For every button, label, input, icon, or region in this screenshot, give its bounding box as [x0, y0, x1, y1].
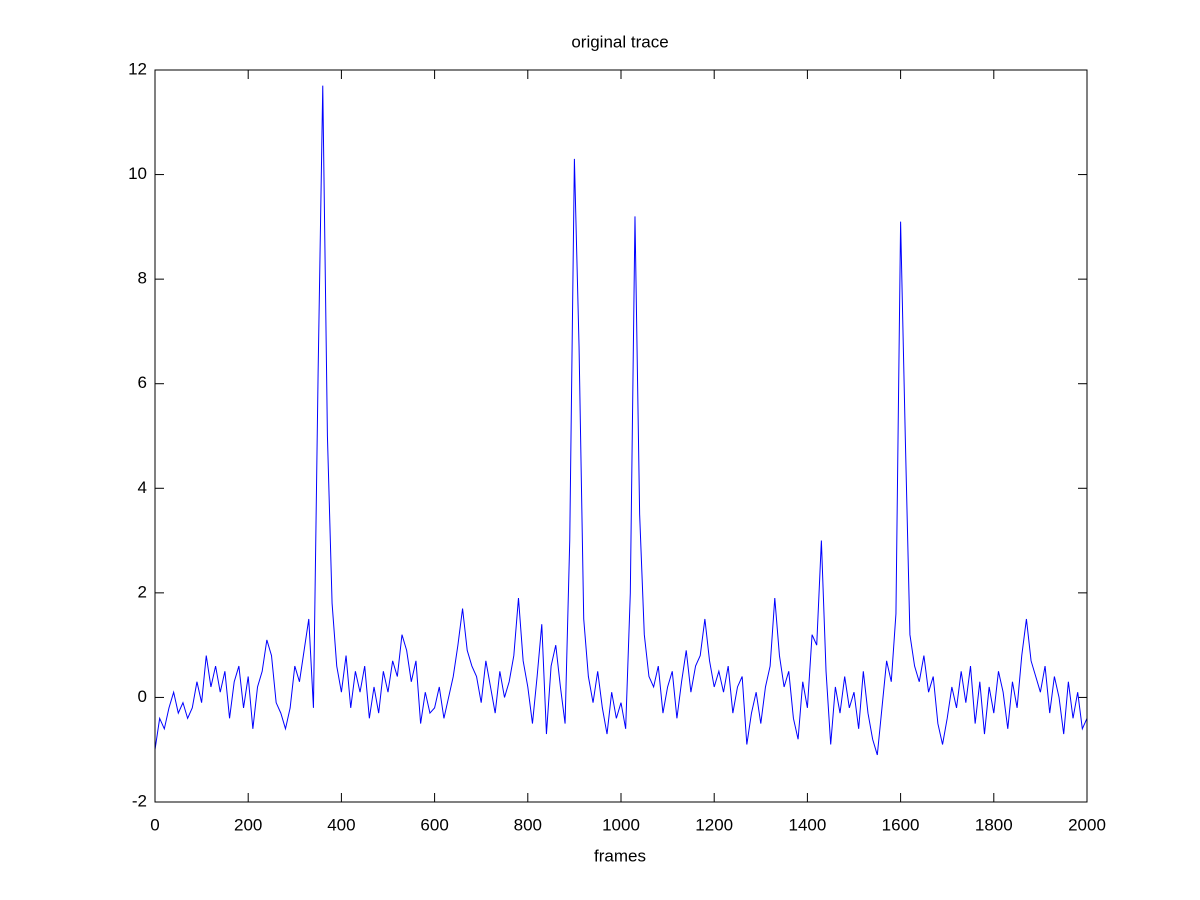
x-tick-label: 1000 — [602, 815, 640, 834]
y-tick-label: 8 — [138, 269, 147, 288]
data-line — [154, 85, 1088, 756]
x-tick-label: 600 — [420, 815, 448, 834]
x-axis-label: frames — [594, 846, 646, 865]
y-tick-label: -2 — [132, 791, 147, 810]
y-tick-label: 6 — [138, 373, 147, 392]
x-tick-label: 200 — [234, 815, 262, 834]
x-tick-label: 1400 — [788, 815, 826, 834]
x-tick-label: 800 — [514, 815, 542, 834]
plot-area — [155, 70, 1087, 802]
x-tick-label: 400 — [327, 815, 355, 834]
y-tick-label: 12 — [128, 59, 147, 78]
y-tick-label: 2 — [138, 582, 147, 601]
x-tick-label: 1600 — [882, 815, 920, 834]
chart-title: original trace — [571, 32, 668, 51]
x-tick-label: 1200 — [695, 815, 733, 834]
y-tick-label: 0 — [138, 687, 147, 706]
y-tick-label: 4 — [138, 478, 147, 497]
x-tick-label: 1800 — [975, 815, 1013, 834]
y-tick-label: 10 — [128, 164, 147, 183]
x-tick-label: 0 — [150, 815, 159, 834]
axes-box — [154, 69, 1088, 803]
x-tick-label: 2000 — [1068, 815, 1106, 834]
